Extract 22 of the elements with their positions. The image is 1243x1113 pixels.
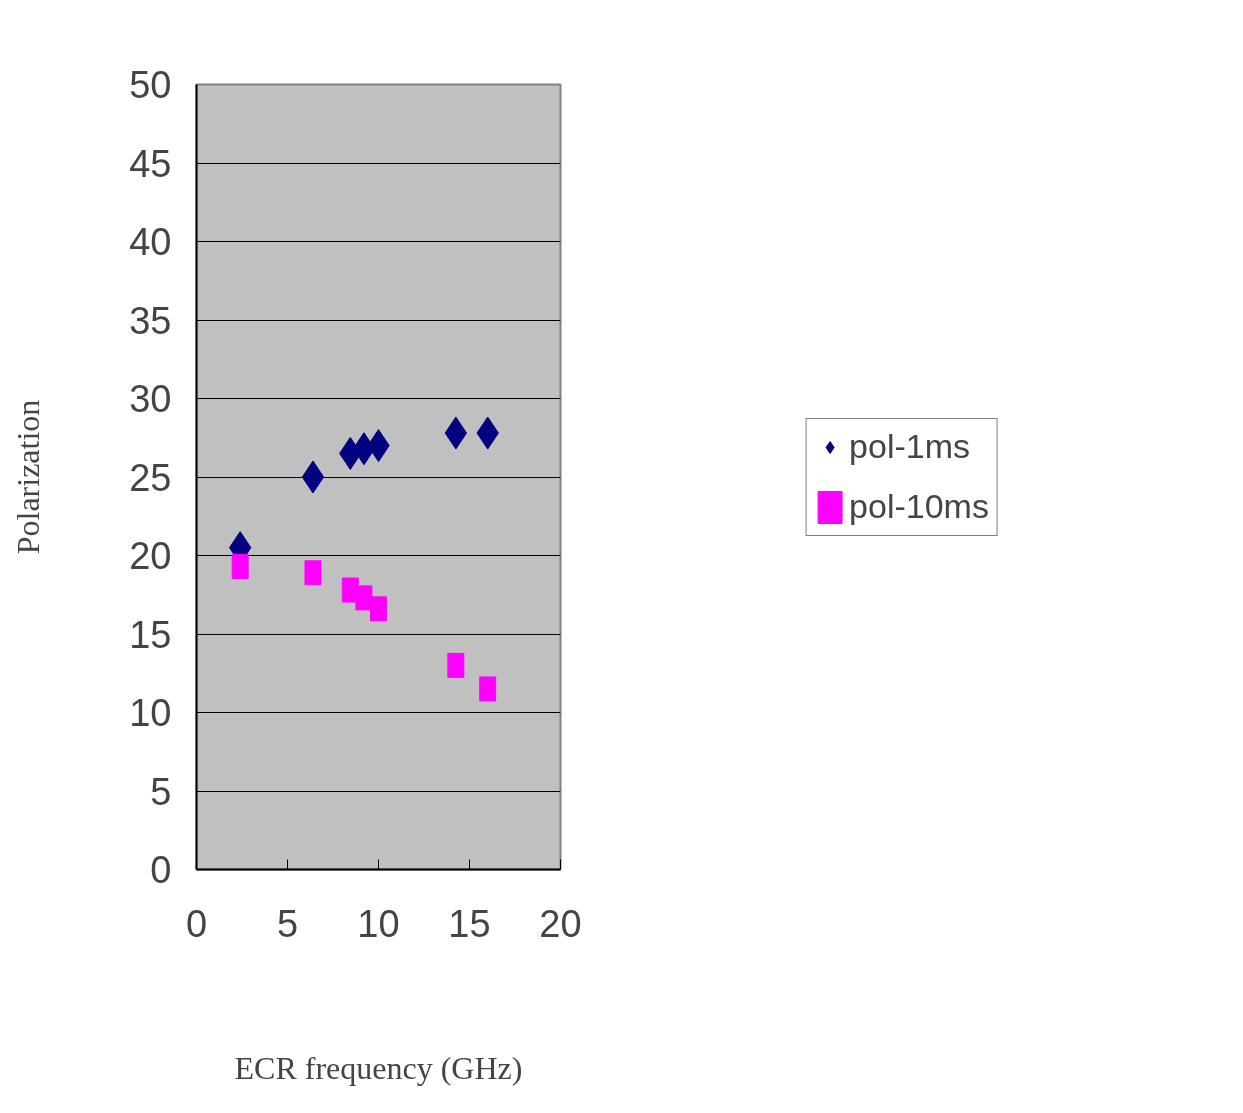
- y-tick-label: 5: [150, 770, 172, 813]
- legend-label: pol-10ms: [849, 487, 989, 526]
- y-tick-label: 10: [129, 692, 172, 734]
- y-tick-label: 25: [129, 456, 172, 499]
- y-tick-label: 50: [129, 64, 172, 106]
- y-tick-label: 0: [150, 849, 172, 891]
- x-axis-title: ECR frequency (GHz): [234, 1049, 523, 1086]
- legend-label: pol-1ms: [849, 427, 971, 466]
- y-tick-label: 35: [129, 299, 172, 342]
- y-tick-label: 20: [129, 535, 172, 577]
- point: [301, 460, 325, 494]
- y-axis-title: Polarization: [10, 399, 47, 555]
- point: [444, 416, 468, 450]
- x-tick-label: 10: [357, 902, 400, 945]
- y-tick-label: 15: [129, 613, 172, 656]
- y-tick-label: 40: [129, 221, 172, 263]
- y-tick-label: 30: [129, 378, 172, 420]
- x-tick-label: 15: [448, 902, 491, 945]
- x-tick-label: 5: [276, 902, 299, 945]
- x-tick-label: 20: [539, 902, 582, 945]
- x-tick-label: 0: [185, 902, 208, 945]
- y-tick-label: 45: [129, 142, 172, 185]
